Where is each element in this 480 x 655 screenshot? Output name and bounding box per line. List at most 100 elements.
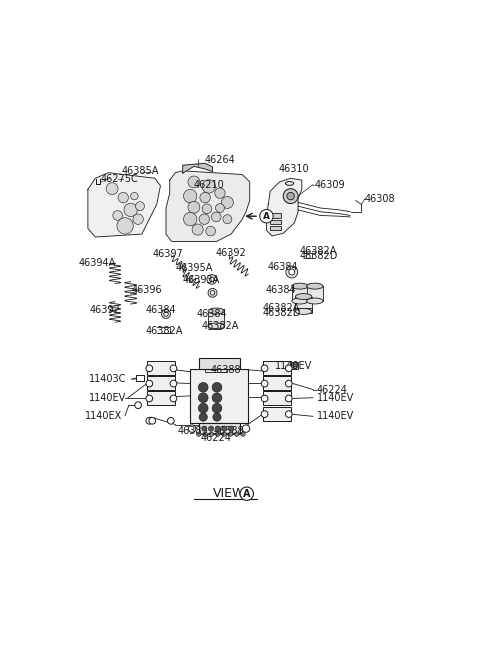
Text: 46384: 46384 (145, 305, 176, 315)
Circle shape (212, 403, 222, 413)
Bar (147, 362, 175, 375)
Text: 46389: 46389 (178, 426, 208, 436)
Circle shape (212, 383, 222, 392)
Circle shape (222, 426, 227, 431)
Circle shape (202, 426, 207, 431)
Ellipse shape (296, 309, 312, 314)
Text: 46224: 46224 (201, 432, 232, 443)
Bar (263, 376, 290, 390)
Ellipse shape (307, 298, 323, 304)
Text: 46382D: 46382D (262, 308, 300, 318)
Bar (263, 362, 290, 375)
Polygon shape (166, 171, 250, 242)
Circle shape (170, 395, 177, 402)
Ellipse shape (307, 283, 323, 289)
Bar (307, 286, 323, 301)
Circle shape (241, 432, 245, 436)
Text: 46395A: 46395A (175, 263, 213, 272)
Circle shape (228, 432, 233, 436)
Circle shape (216, 432, 220, 436)
Bar (296, 297, 312, 311)
Circle shape (188, 201, 200, 214)
Text: 1140EV: 1140EV (317, 393, 354, 403)
Bar (270, 219, 281, 224)
Circle shape (146, 381, 153, 387)
Circle shape (198, 393, 208, 403)
Text: 1140EV: 1140EV (89, 393, 126, 403)
Text: 46382A: 46382A (300, 246, 337, 256)
Text: 46388: 46388 (210, 365, 241, 375)
Circle shape (124, 203, 137, 217)
Ellipse shape (208, 308, 225, 314)
Circle shape (146, 365, 153, 371)
Circle shape (208, 288, 217, 297)
Circle shape (183, 189, 197, 203)
Circle shape (135, 202, 144, 211)
Ellipse shape (296, 293, 312, 299)
Circle shape (192, 224, 203, 235)
Text: 46310: 46310 (279, 164, 310, 174)
Ellipse shape (208, 323, 225, 329)
Circle shape (261, 395, 268, 402)
Circle shape (164, 312, 168, 316)
Text: 46388: 46388 (214, 426, 245, 436)
Circle shape (286, 411, 292, 417)
Circle shape (286, 381, 292, 387)
Circle shape (289, 269, 295, 275)
Bar (190, 369, 248, 423)
Circle shape (228, 426, 234, 431)
Bar (199, 423, 240, 434)
Circle shape (170, 365, 177, 371)
Text: 46385A: 46385A (121, 166, 159, 176)
Circle shape (261, 381, 268, 387)
Circle shape (113, 211, 122, 220)
Text: 46275C: 46275C (101, 174, 138, 184)
Circle shape (211, 212, 221, 222)
Text: 46384: 46384 (268, 262, 299, 272)
Text: 46384: 46384 (266, 285, 297, 295)
Bar (270, 226, 281, 231)
Text: A: A (263, 212, 270, 221)
Circle shape (183, 212, 197, 226)
Circle shape (202, 204, 212, 214)
Circle shape (117, 217, 133, 234)
Circle shape (261, 365, 268, 371)
Circle shape (240, 487, 253, 500)
Circle shape (168, 417, 174, 424)
Circle shape (286, 395, 292, 402)
Circle shape (146, 417, 153, 424)
Polygon shape (88, 173, 160, 237)
Text: 46224: 46224 (317, 384, 348, 394)
Circle shape (203, 432, 207, 436)
Bar (147, 391, 175, 405)
Text: 46264: 46264 (204, 155, 235, 164)
Text: 46382A: 46382A (202, 322, 240, 331)
Polygon shape (291, 362, 298, 369)
Polygon shape (183, 163, 213, 173)
Circle shape (216, 204, 225, 212)
Text: 1140EV: 1140EV (275, 361, 312, 371)
Text: 46382A: 46382A (145, 326, 183, 336)
Circle shape (199, 413, 207, 421)
Circle shape (170, 381, 177, 387)
Circle shape (135, 402, 142, 409)
Circle shape (198, 383, 208, 392)
Text: 46396: 46396 (132, 285, 162, 295)
Circle shape (283, 189, 298, 204)
Circle shape (206, 226, 216, 236)
Circle shape (196, 432, 201, 436)
Circle shape (146, 395, 153, 402)
Bar (292, 286, 308, 301)
Text: 46384: 46384 (196, 309, 227, 319)
Text: 46397: 46397 (153, 249, 183, 259)
Text: 46308: 46308 (365, 194, 396, 204)
Text: 1140EV: 1140EV (317, 411, 354, 421)
Circle shape (234, 432, 239, 436)
Circle shape (118, 193, 129, 203)
Text: 46392: 46392 (216, 248, 247, 257)
Ellipse shape (292, 283, 308, 289)
Bar (208, 311, 225, 326)
Circle shape (202, 179, 216, 193)
Circle shape (200, 193, 210, 203)
Circle shape (210, 277, 214, 282)
